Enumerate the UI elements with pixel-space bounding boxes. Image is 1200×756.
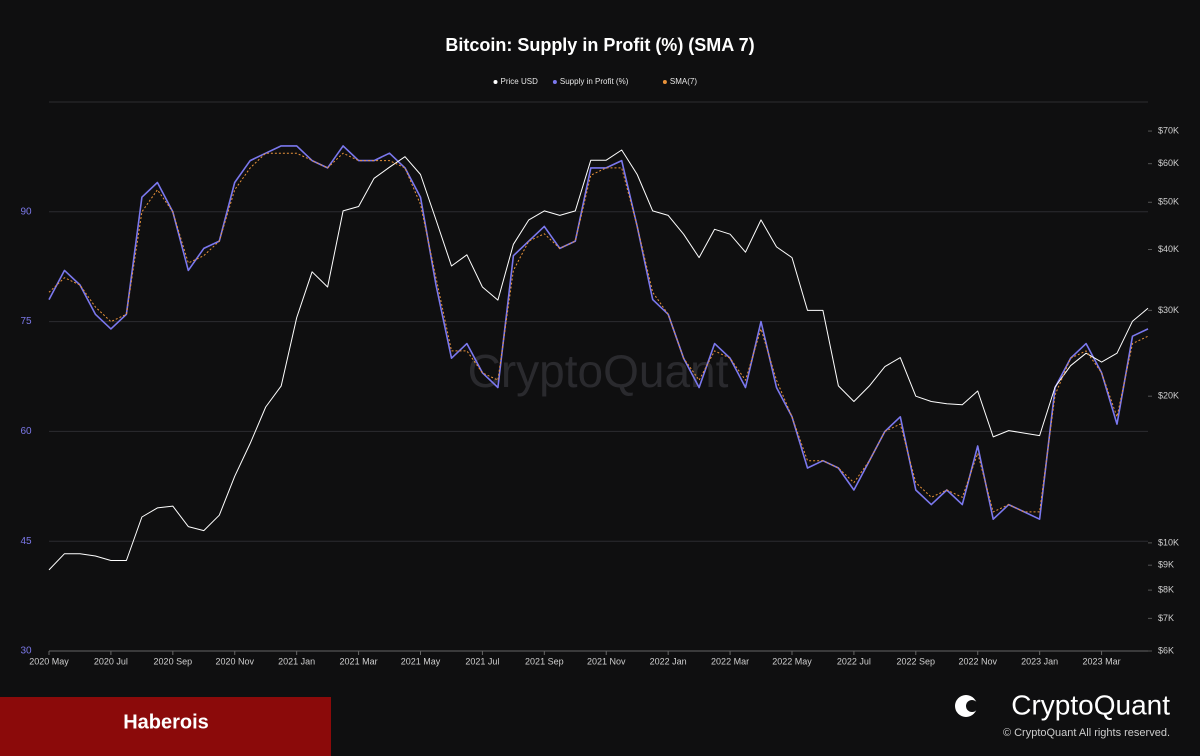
x-tick-label: 2021 Nov [587, 656, 626, 666]
x-tick-label: 2020 Sep [154, 656, 193, 666]
y2-tick-label: $60K [1158, 158, 1179, 168]
y-tick-label: 90 [20, 206, 32, 217]
series-line [48, 152, 1149, 513]
y-tick-label: 60 [20, 426, 32, 437]
x-tick-label: 2022 Jan [650, 656, 687, 666]
y2-tick-label: $30K [1158, 305, 1179, 315]
y2-tick-label: $50K [1158, 197, 1179, 207]
brand: CryptoQuant [1011, 689, 1170, 720]
y2-tick-label: $20K [1158, 391, 1179, 401]
copyright: © CryptoQuant All rights reserved. [1003, 727, 1170, 739]
x-tick-label: 2023 Mar [1083, 656, 1121, 666]
brand-logo [955, 695, 978, 717]
series-line [48, 149, 1149, 571]
legend-marker [493, 80, 498, 84]
y2-tick-label: $7K [1158, 613, 1174, 623]
x-tick-label: 2020 Nov [215, 656, 254, 666]
y-tick-label: 75 [20, 316, 32, 327]
x-tick-label: 2022 Nov [958, 656, 997, 666]
x-tick-label: 2022 Mar [711, 656, 749, 666]
x-tick-label: 2021 Mar [340, 656, 378, 666]
legend-marker [662, 80, 667, 84]
x-tick-label: 2021 May [401, 656, 441, 666]
legend-label: Price USD [501, 77, 539, 86]
y2-tick-label: $8K [1158, 584, 1174, 594]
x-tick-label: 2021 Jul [465, 656, 499, 666]
x-tick-label: 2022 Sep [897, 656, 936, 666]
series-line [48, 145, 1149, 520]
legend-marker [552, 80, 557, 84]
y2-tick-label: $40K [1158, 244, 1179, 254]
y-tick-label: 45 [20, 536, 32, 547]
x-tick-label: 2021 Sep [525, 656, 564, 666]
y2-tick-label: $9K [1158, 560, 1174, 570]
x-tick-label: 2021 Jan [278, 656, 315, 666]
x-tick-label: 2022 Jul [837, 656, 871, 666]
author: Haberois [123, 711, 209, 733]
author-box [0, 697, 331, 756]
y2-tick-label: $70K [1158, 125, 1179, 135]
y2-tick-label: $6K [1158, 645, 1174, 655]
x-tick-label: 2023 Jan [1021, 656, 1058, 666]
x-tick-label: 2020 Jul [94, 656, 128, 666]
y2-tick-label: $10K [1158, 537, 1179, 547]
legend-label: Supply in Profit (%) [560, 77, 629, 86]
chart-title: Bitcoin: Supply in Profit (%) (SMA 7) [445, 35, 754, 55]
x-tick-label: 2022 May [772, 656, 812, 666]
watermark: CryptoQuant [468, 345, 729, 397]
x-tick-label: 2020 May [29, 656, 69, 666]
legend-label: SMA(7) [670, 77, 697, 86]
y-tick-label: 30 [20, 646, 32, 657]
